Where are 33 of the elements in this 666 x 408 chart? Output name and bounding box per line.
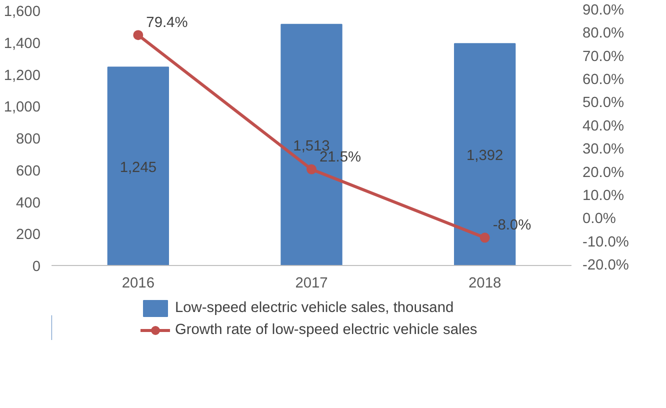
point	[306, 164, 316, 174]
point	[480, 232, 490, 243]
bar	[107, 66, 169, 266]
data-label: 1,245	[120, 160, 157, 176]
y-tick-label: 800	[16, 132, 41, 148]
y2-tick-label: 60.0%	[582, 72, 624, 88]
y2-tick-label: 30.0%	[582, 142, 624, 158]
data-label: 1,392	[466, 148, 504, 164]
y2-tick-label: 50.0%	[582, 95, 624, 112]
y-tick-label: 200	[16, 227, 41, 244]
y2-tick-label: 0.0%	[582, 211, 616, 228]
y-tick-label: 1,400	[4, 36, 41, 52]
data-label: 79.4%	[146, 15, 188, 32]
y-tick-label: 1,200	[4, 68, 41, 84]
x-tick-label: 2016	[122, 276, 154, 292]
y2-tick-label: 70.0%	[582, 48, 624, 65]
y2-tick-label: -10.0%	[582, 234, 629, 250]
y2-tick-label: -20.0%	[582, 258, 629, 274]
y2-tick-label: 90.0%	[582, 2, 624, 18]
y-tick-label: 0	[32, 259, 41, 275]
x-tick-label: 2017	[295, 276, 328, 292]
legend-label: Growth rate of low-speed electric vehicle sales	[175, 322, 478, 338]
y2-tick-label: 40.0%	[582, 118, 624, 134]
point	[133, 30, 144, 40]
y-tick-label: 1,000	[4, 100, 41, 116]
y-tick-label: 400	[16, 195, 41, 212]
y-tick-label: 1,600	[4, 4, 41, 20]
x-tick-label: 2018	[468, 276, 502, 292]
y2-tick-label: 80.0%	[582, 26, 624, 42]
y2-tick-label: 20.0%	[582, 164, 624, 181]
legend-label: Low-speed electric vehicle sales, thousand	[175, 300, 454, 316]
y-tick-label: 600	[16, 163, 41, 180]
y2-tick-label: 10.0%	[582, 188, 624, 204]
